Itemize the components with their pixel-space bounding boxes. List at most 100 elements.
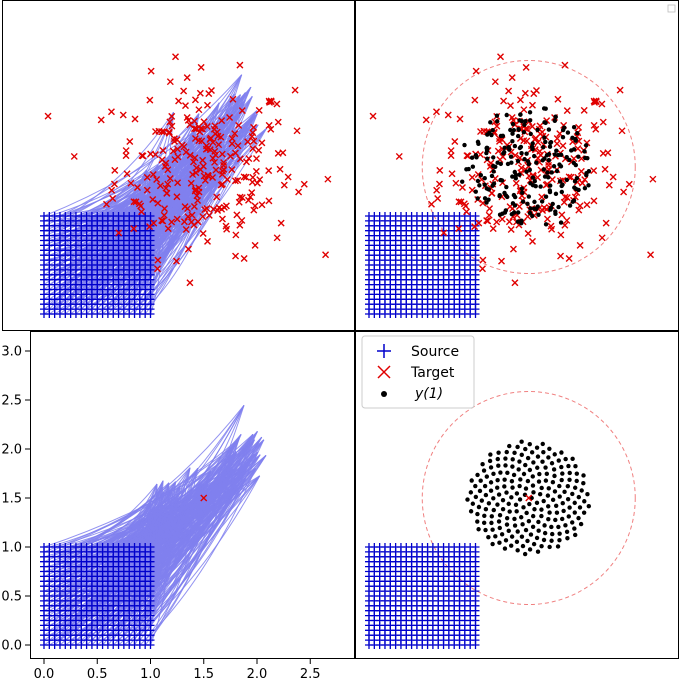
y1-point	[544, 471, 550, 477]
y1-point	[583, 143, 589, 148]
trajectory-line	[59, 112, 174, 222]
target-point	[475, 219, 483, 227]
target-point	[493, 218, 501, 226]
y1-point	[558, 220, 564, 225]
y1-point	[503, 538, 509, 543]
reference-circle	[421, 60, 636, 274]
target-point	[447, 147, 455, 155]
y-tick-label: 1.0	[1, 541, 22, 556]
target-point	[435, 180, 443, 188]
y1-point	[554, 148, 559, 153]
y1-point	[532, 507, 537, 512]
y1-point	[484, 200, 489, 205]
target-point	[235, 198, 243, 206]
y1-point	[525, 159, 531, 164]
y1-point	[485, 132, 490, 137]
y1-point	[564, 177, 569, 183]
y1-point	[488, 480, 494, 485]
target-point	[528, 122, 536, 130]
y1-point	[485, 156, 490, 161]
y1-point	[519, 439, 524, 444]
y1-point	[572, 179, 578, 184]
y1-point	[534, 160, 539, 165]
target-point	[203, 122, 211, 130]
y1-point	[512, 523, 518, 528]
target-point	[160, 211, 168, 219]
y1-point	[460, 179, 465, 184]
y1-point	[509, 160, 514, 165]
target-point	[240, 254, 248, 262]
target-point	[108, 186, 116, 194]
target-point	[455, 225, 463, 233]
target-point	[194, 197, 202, 205]
y1-point	[552, 452, 557, 457]
x-tick-label: 1.0	[140, 667, 161, 681]
y1-point	[545, 493, 551, 498]
y1-point	[553, 191, 559, 197]
target-point	[196, 89, 204, 97]
y1-point	[473, 483, 478, 489]
y1-point	[577, 505, 583, 510]
target-point	[188, 211, 196, 219]
y1-point	[553, 114, 558, 120]
target-point	[265, 167, 273, 175]
target-point	[220, 158, 228, 166]
y1-point	[496, 463, 501, 468]
target-point	[248, 189, 256, 197]
target-point	[570, 155, 578, 163]
y1-point	[509, 211, 515, 217]
y1-point	[586, 183, 591, 188]
target-point	[218, 150, 226, 158]
y1-point	[552, 489, 558, 494]
y1-point	[509, 495, 514, 500]
target-point	[199, 230, 207, 238]
y1-point	[541, 537, 547, 543]
y1-point	[542, 135, 547, 140]
target-point	[256, 176, 264, 184]
target-point	[486, 205, 494, 213]
y1-point	[515, 158, 521, 164]
target-point	[291, 86, 299, 94]
y1-point	[512, 450, 517, 456]
target-point	[190, 221, 198, 229]
target-point	[274, 118, 282, 126]
y1-point	[523, 446, 528, 452]
target-point	[520, 106, 528, 114]
trajectory-line	[150, 100, 246, 227]
y1-point	[557, 537, 562, 543]
target-point	[164, 180, 172, 188]
source-point	[146, 212, 155, 220]
y1-point	[570, 520, 575, 525]
target-point	[190, 125, 198, 133]
legend-plus	[377, 344, 391, 358]
y1-point	[514, 539, 520, 544]
trajectory-line	[123, 522, 151, 563]
target-point	[130, 198, 138, 206]
y1-point	[470, 164, 476, 169]
y-tick-label: 2.5	[1, 394, 22, 409]
target-point	[575, 206, 583, 214]
target-point	[231, 149, 239, 157]
target-point	[203, 101, 211, 109]
y1-point	[496, 492, 502, 497]
y1-point	[549, 170, 554, 175]
y1-point	[538, 184, 543, 189]
target-point	[191, 134, 199, 142]
target-point	[252, 167, 260, 175]
target-point	[497, 53, 505, 61]
target-point	[322, 251, 330, 259]
target-point	[444, 111, 452, 119]
target-point	[231, 177, 239, 185]
y1-point	[524, 169, 529, 174]
y1-point	[556, 524, 561, 530]
y1-point	[528, 532, 534, 537]
target-point	[119, 111, 127, 119]
y1-point	[531, 541, 537, 547]
target-point	[181, 102, 189, 110]
target-point	[184, 213, 192, 221]
y1-point	[515, 219, 521, 224]
target-point	[204, 237, 212, 245]
y1-point	[503, 193, 509, 198]
y1-point	[539, 485, 544, 491]
target-point	[592, 125, 600, 133]
